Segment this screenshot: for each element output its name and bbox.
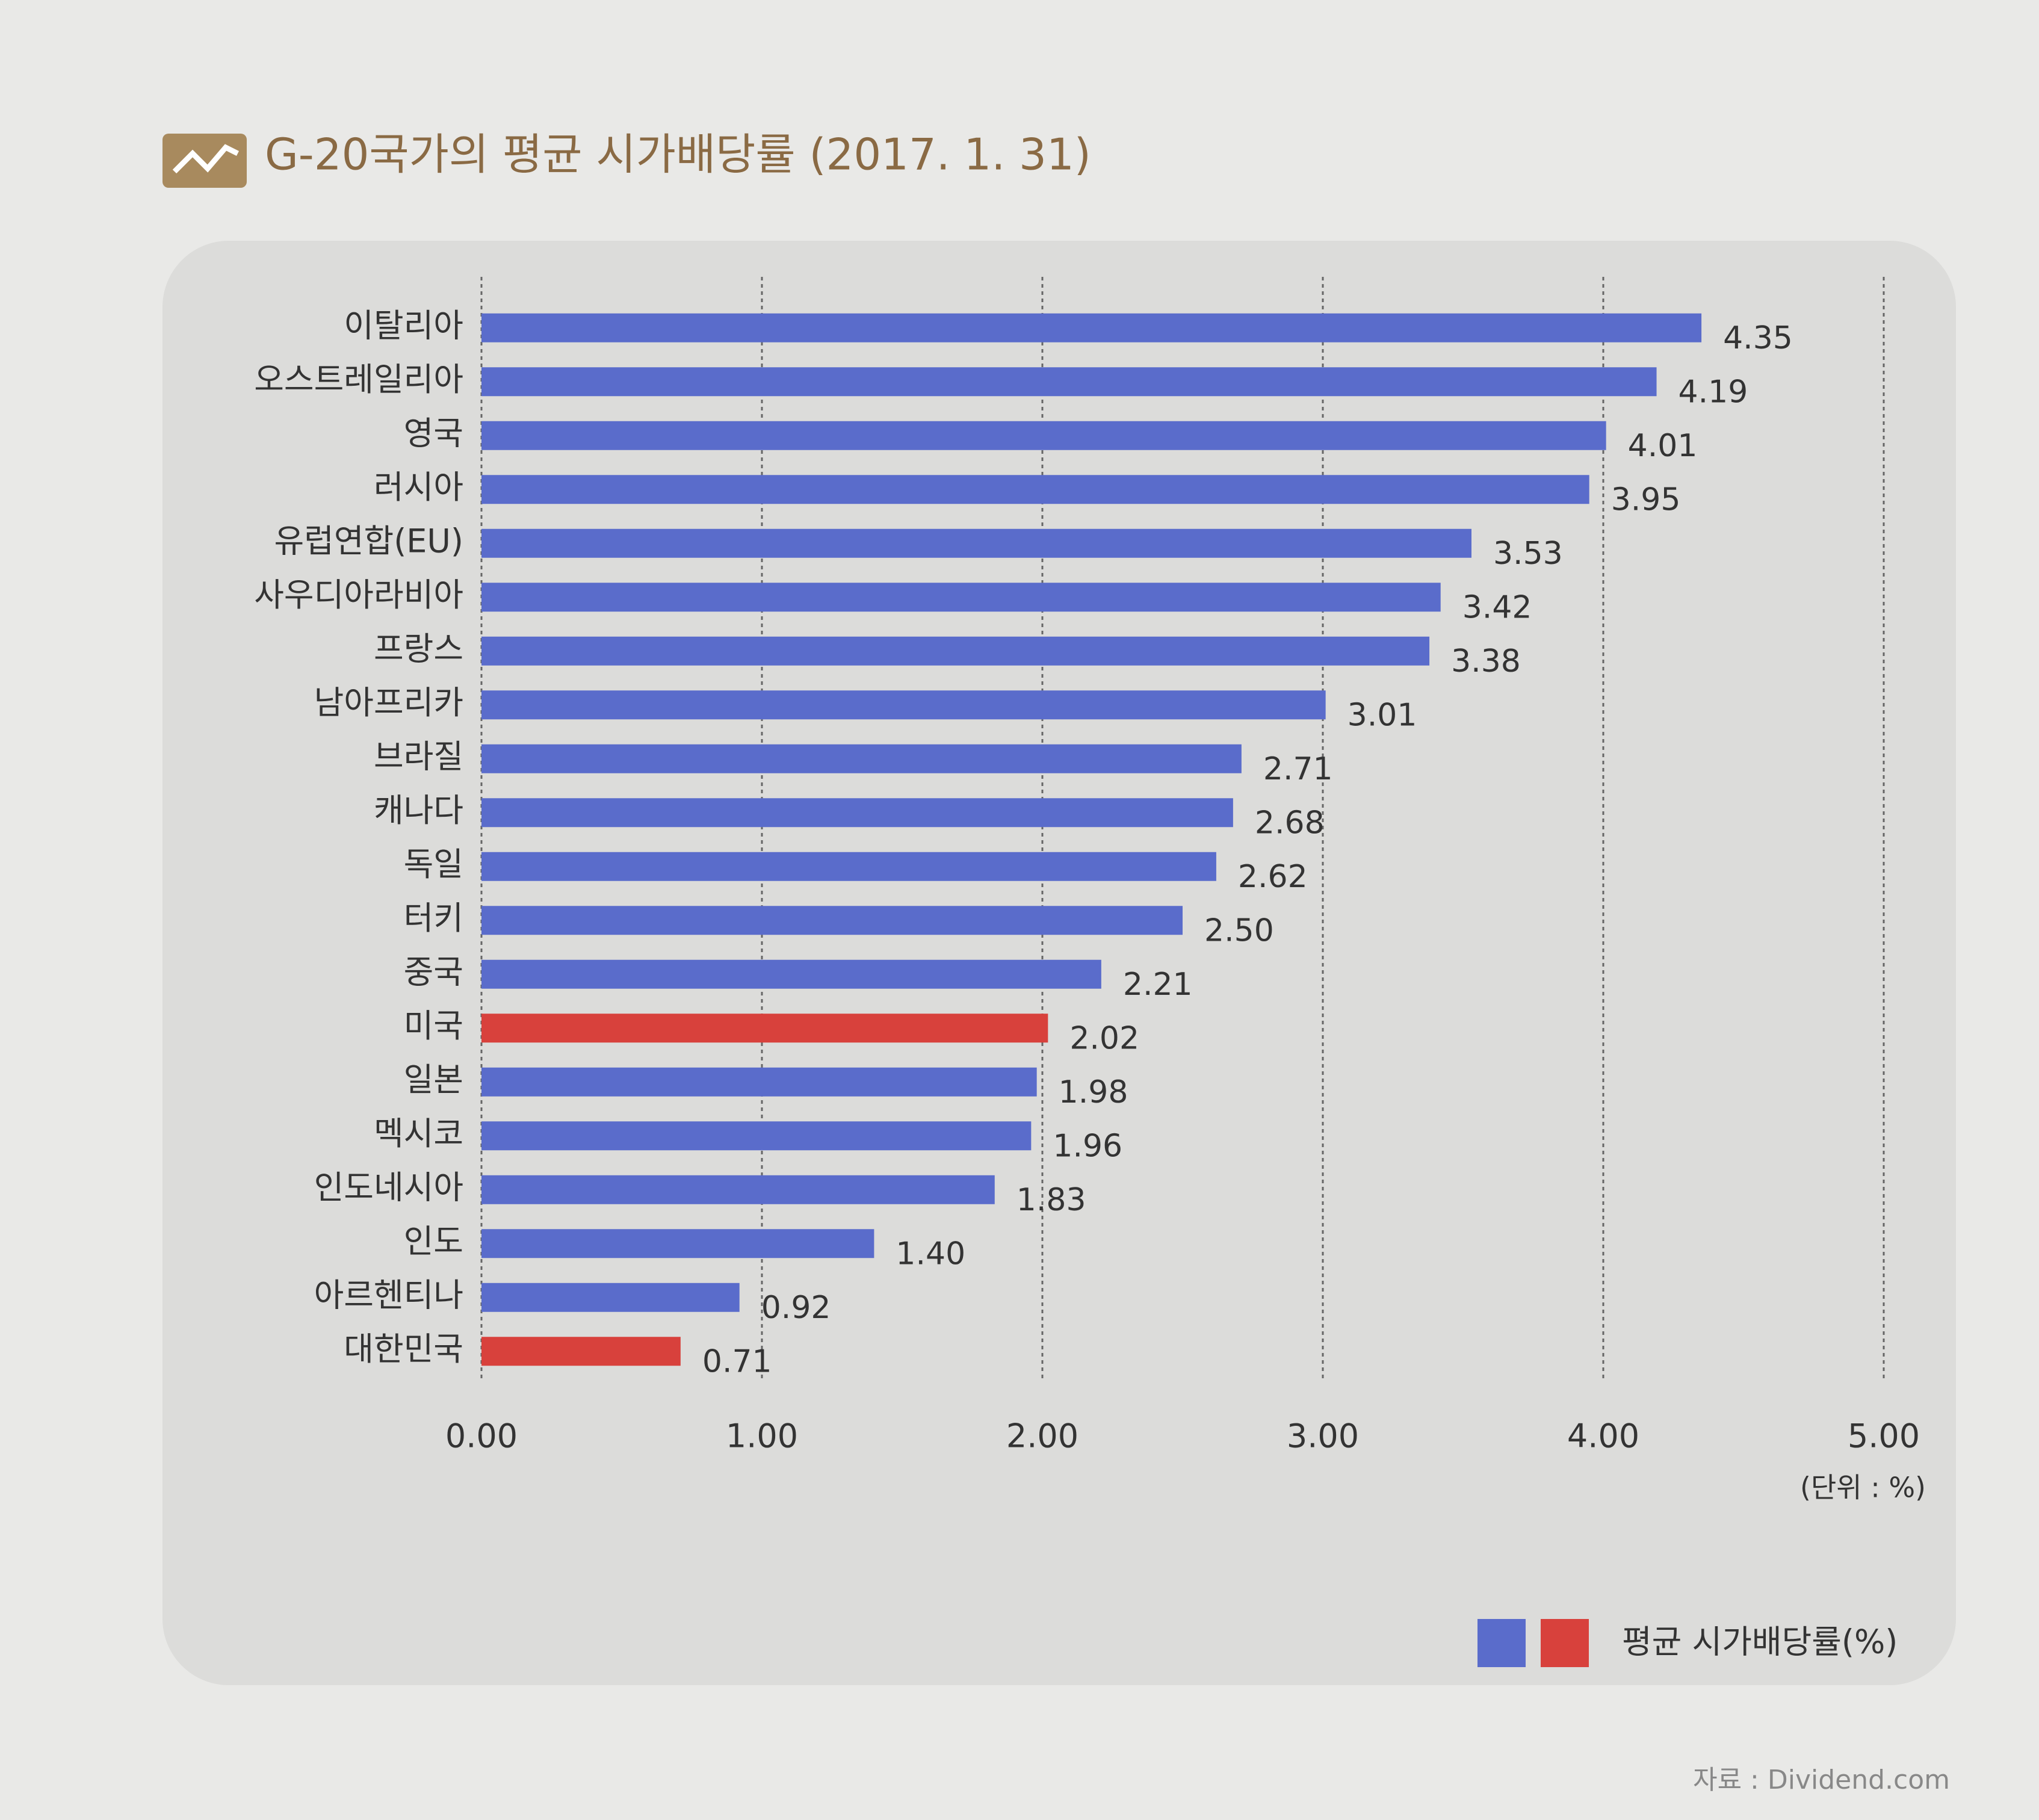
value-label: 1.83: [1016, 1182, 1086, 1218]
bar: [481, 1067, 1037, 1097]
y-tick-label: 일본: [404, 1060, 463, 1098]
y-tick-label: 이탈리아: [344, 306, 463, 344]
value-label: 3.95: [1611, 481, 1681, 518]
y-tick-label: 브라질: [374, 737, 463, 775]
value-label: 2.21: [1123, 967, 1193, 1003]
value-label: 3.42: [1462, 589, 1532, 625]
bar: [481, 1175, 995, 1204]
value-label: 2.62: [1238, 859, 1308, 895]
value-label: 2.50: [1204, 912, 1274, 949]
value-label: 4.01: [1628, 428, 1698, 464]
title-icon: [162, 134, 247, 188]
bar: [481, 421, 1606, 450]
chart-title: G-20국가의 평균 시가배당률 (2017. 1. 31): [265, 129, 1091, 180]
y-tick-label: 오스트레일리아: [254, 361, 463, 398]
y-tick-label: 인도네시아: [314, 1168, 463, 1206]
bar: [481, 367, 1657, 397]
bar: [481, 1121, 1032, 1151]
bar: [481, 852, 1216, 881]
bar: [481, 798, 1233, 828]
bar: [481, 744, 1242, 773]
bar: [481, 475, 1589, 504]
value-label: 2.68: [1255, 805, 1325, 841]
y-tick-label: 영국: [404, 414, 463, 452]
value-label: 4.35: [1723, 320, 1793, 356]
value-label: 1.96: [1053, 1128, 1122, 1164]
bar: [481, 906, 1183, 935]
bar: [481, 1337, 681, 1366]
bar: [481, 528, 1471, 558]
value-label: 2.71: [1263, 751, 1333, 787]
y-tick-label: 러시아: [374, 468, 463, 506]
source: 자료 : Dividend.com: [1693, 1765, 1950, 1795]
value-label: 4.19: [1679, 374, 1748, 410]
x-tick-label: 2.00: [1006, 1417, 1078, 1455]
x-tick-label: 5.00: [1848, 1417, 1920, 1455]
bar: [481, 959, 1101, 989]
bar: [481, 1229, 874, 1258]
y-tick-label: 터키: [404, 899, 463, 937]
y-tick-label: 캐나다: [374, 791, 463, 829]
value-label: 2.02: [1069, 1020, 1139, 1056]
x-tick-label: 0.00: [445, 1417, 518, 1455]
legend-swatch: [1477, 1619, 1526, 1667]
y-tick-label: 미국: [404, 1007, 463, 1045]
bar: [481, 583, 1441, 612]
unit-label: (단위 : %): [1800, 1472, 1926, 1504]
bar: [481, 1014, 1048, 1043]
x-tick-label: 1.00: [726, 1417, 798, 1455]
legend-label: 평균 시가배당률(%): [1622, 1623, 1898, 1661]
y-tick-label: 대한민국: [344, 1330, 463, 1368]
value-label: 0.92: [761, 1290, 831, 1326]
y-tick-label: 중국: [404, 953, 463, 991]
y-tick-label: 아르헨티나: [314, 1276, 463, 1314]
x-tick-label: 4.00: [1567, 1417, 1639, 1455]
value-label: 0.71: [702, 1343, 772, 1379]
y-tick-label: 사우디아라비아: [254, 576, 463, 614]
y-tick-label: 유럽연합(EU): [274, 522, 464, 560]
value-label: 3.38: [1451, 643, 1521, 679]
value-label: 1.98: [1059, 1074, 1128, 1110]
value-label: 3.53: [1493, 536, 1563, 572]
y-tick-label: 프랑스: [374, 630, 463, 667]
bar: [481, 313, 1702, 342]
y-tick-label: 남아프리카: [314, 684, 463, 722]
y-tick-label: 인도: [404, 1222, 463, 1260]
y-tick-label: 독일: [404, 845, 463, 883]
y-tick-label: 멕시코: [374, 1115, 463, 1153]
bar: [481, 690, 1326, 720]
bar: [481, 636, 1430, 666]
legend-swatch: [1541, 1619, 1589, 1667]
x-tick-label: 3.00: [1287, 1417, 1359, 1455]
value-label: 3.01: [1347, 697, 1417, 733]
bar: [481, 1283, 740, 1312]
value-label: 1.40: [896, 1236, 965, 1272]
